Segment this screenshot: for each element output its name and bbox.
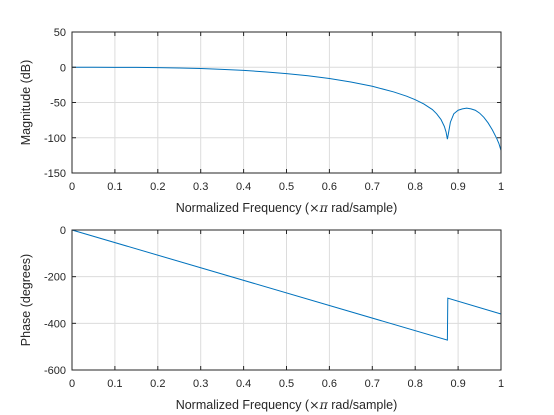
x-tick-label: 0.6: [322, 378, 337, 390]
series-line: [71, 229, 502, 341]
x-axis-label-prefix: Normalized Frequency (: [176, 201, 310, 215]
x-tick-label: 0: [69, 378, 75, 390]
y-tick-label: -50: [50, 98, 66, 110]
x-axis-label: Normalized Frequency (×π rad/sample): [176, 200, 398, 215]
x-tick-label: 1: [498, 181, 504, 193]
x-tick-label: 0.5: [279, 181, 294, 193]
x-tick-label: 0.5: [279, 378, 294, 390]
series-line: [72, 66, 502, 151]
y-tick-label: -600: [44, 365, 66, 377]
x-tick-label: 0: [69, 181, 75, 193]
x-tick-label: 0.7: [365, 181, 380, 193]
y-tick-label: -400: [44, 318, 66, 330]
x-tick-label: 0.1: [107, 378, 122, 390]
x-tick-label: 0.6: [322, 181, 337, 193]
y-tick-label: 0: [60, 225, 66, 237]
y-tick-label: 0: [60, 62, 66, 74]
y-tick-label: -100: [44, 133, 66, 145]
y-tick-label: -200: [44, 272, 66, 284]
x-tick-label: 0.4: [236, 181, 251, 193]
x-tick-label: 0.8: [408, 181, 423, 193]
x-tick-label: 1: [498, 378, 504, 390]
x-tick-label: 0.3: [193, 181, 208, 193]
y-tick-label: 50: [54, 27, 66, 39]
y-axis-label: Phase (degrees): [19, 254, 33, 346]
y-axis-label: Magnitude (dB): [19, 60, 33, 145]
x-tick-label: 0.2: [150, 181, 165, 193]
x-tick-label: 0.8: [408, 378, 423, 390]
x-axis-label-pi: ×π: [309, 397, 328, 412]
y-tick-label: -150: [44, 168, 66, 180]
x-tick-label: 0.9: [450, 181, 465, 193]
x-tick-label: 0.3: [193, 378, 208, 390]
magnitude-plot: 0 0.1 0.2 0.3 0.4 0.5 0.6 0.7 0.8 0.9 1 -150 -100 -50…: [19, 27, 504, 215]
x-tick-label: 0.1: [107, 181, 122, 193]
x-axis-label-prefix: Normalized Frequency (: [176, 398, 310, 412]
x-tick-label: 0.4: [236, 378, 251, 390]
x-axis-label: Normalized Frequency (×π rad/sample): [176, 397, 398, 412]
x-tick-label: 0.9: [450, 378, 465, 390]
x-tick-label: 0.7: [365, 378, 380, 390]
x-axis-label-suffix: rad/sample): [328, 201, 397, 215]
x-tick-label: 0.2: [150, 378, 165, 390]
x-axis-label-pi: ×π: [309, 200, 328, 215]
x-axis-label-suffix: rad/sample): [328, 398, 397, 412]
phase-plot: 0 0.1 0.2 0.3 0.4 0.5 0.6 0.7 0.8 0.9 1 -600 -400 -20…: [19, 225, 504, 412]
